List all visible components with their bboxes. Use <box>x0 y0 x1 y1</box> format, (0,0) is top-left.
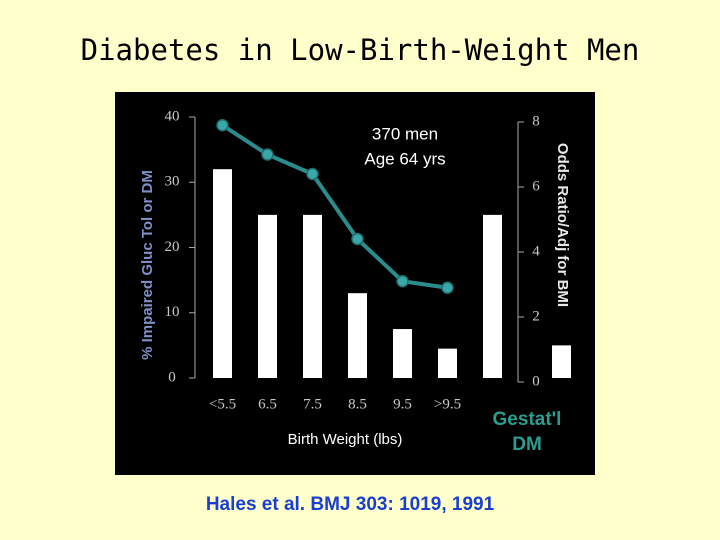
bar <box>303 214 322 378</box>
x-tick-label: >9.5 <box>434 396 461 412</box>
x-tick-label: 7.5 <box>303 396 322 412</box>
bar <box>258 214 277 378</box>
bar <box>438 348 457 378</box>
y2-tick-label: 8 <box>532 113 540 129</box>
bar <box>213 169 232 378</box>
x-axis-label: Birth Weight (lbs) <box>288 431 403 448</box>
slide-title: Diabetes in Low-Birth-Weight Men <box>81 33 640 67</box>
y-tick-label: 0 <box>168 369 176 385</box>
y-tick-label: 40 <box>165 108 180 124</box>
gestational-bar <box>552 345 571 378</box>
x-tick-label: 9.5 <box>393 396 412 412</box>
y2-tick-label: 2 <box>532 308 540 324</box>
gestational-label: Gestat'l <box>493 409 562 430</box>
line-marker <box>216 119 229 132</box>
y-tick-label: 20 <box>165 239 180 255</box>
annotation: Age 64 yrs <box>364 149 445 168</box>
y2-tick-label: 4 <box>532 243 540 259</box>
bar <box>483 214 502 378</box>
y-tick-label: 30 <box>165 174 180 190</box>
y2-axis-label: Odds Ratio/Adj for BMI <box>554 143 571 307</box>
bar <box>348 293 367 378</box>
x-tick-label: 6.5 <box>258 396 277 412</box>
annotation: 370 men <box>372 124 438 143</box>
y-axis-label: % Impaired Gluc Tol or DM <box>139 170 156 360</box>
line-marker <box>261 148 274 161</box>
gestational-label: DM <box>512 434 542 455</box>
bar <box>393 329 412 378</box>
line-marker <box>396 275 409 288</box>
x-tick-label: 8.5 <box>348 396 367 412</box>
x-tick-label: <5.5 <box>209 396 236 412</box>
y2-tick-label: 0 <box>532 373 540 389</box>
y2-tick-label: 6 <box>532 178 540 194</box>
line-marker <box>441 281 454 294</box>
line-marker <box>351 232 364 246</box>
y-tick-label: 10 <box>165 304 180 320</box>
line <box>221 123 448 290</box>
line-marker <box>306 167 319 181</box>
source: Hales et al. BMJ 303: 1019, 1991 <box>206 494 495 515</box>
